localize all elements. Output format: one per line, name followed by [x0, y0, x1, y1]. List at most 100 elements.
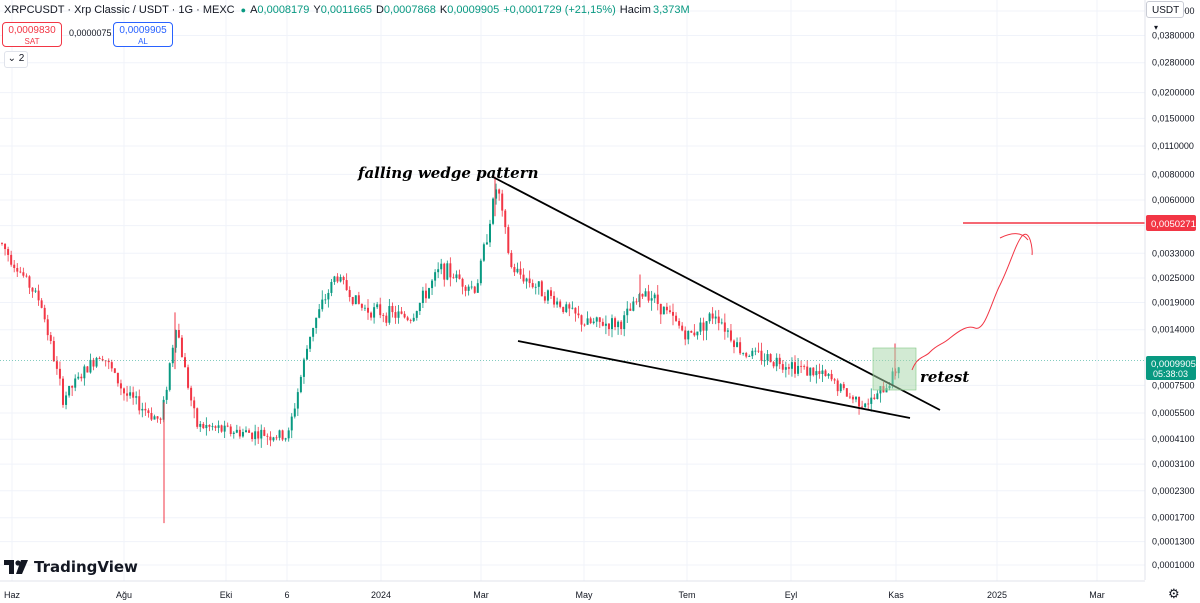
sell-button[interactable]: 0,0009830 SAT [2, 22, 62, 47]
candle-body [177, 330, 180, 338]
last-price-label: 0,0009905 [1151, 359, 1196, 370]
candle-body [28, 276, 31, 288]
candle-body [556, 301, 559, 305]
candle-body [595, 317, 598, 322]
candle-body [659, 303, 662, 315]
candle-body [339, 276, 342, 282]
candle-body [315, 317, 318, 328]
tradingview-icon [4, 560, 28, 574]
candle-body [592, 321, 595, 324]
candle-body [348, 290, 351, 298]
x-tick-label: May [575, 590, 593, 600]
wedge-lower-line[interactable] [517, 340, 911, 419]
candle-body [7, 249, 10, 255]
candle-body [519, 268, 522, 275]
candle-body [135, 396, 138, 398]
candle-body [223, 425, 226, 432]
candle-body [848, 396, 851, 398]
candle-body [199, 423, 202, 427]
candle-body [360, 303, 363, 308]
wedge-annotation[interactable]: falling wedge pattern [357, 164, 539, 182]
candle-body [312, 327, 315, 337]
candle-body [760, 350, 763, 361]
candle-body [498, 189, 501, 194]
candle-body [501, 193, 504, 211]
candle-body [13, 264, 16, 269]
candle-body [473, 286, 476, 293]
indicator-count: 2 [18, 53, 25, 64]
candle-body [31, 287, 34, 292]
candle-body [864, 403, 867, 408]
x-tick-label: Tem [678, 590, 695, 600]
candle-body [260, 429, 263, 439]
candle-body [858, 396, 861, 407]
candle-body [254, 431, 257, 440]
candle-body [1, 243, 3, 244]
grid [0, 0, 1145, 581]
candle-body [644, 291, 647, 297]
candle-body [40, 300, 43, 308]
x-tick-label: Eyl [785, 590, 798, 600]
buy-button[interactable]: 0,0009905 AL [113, 22, 173, 47]
x-tick-label: 2024 [371, 590, 391, 600]
retest-annotation[interactable]: retest [920, 368, 969, 386]
candle-body [342, 276, 345, 281]
candle-body [812, 367, 815, 376]
y-tick-label: 0,0005500 [1152, 408, 1195, 418]
candle-body [345, 280, 348, 291]
candle-body [190, 387, 193, 401]
candle-body [110, 362, 113, 369]
y-tick-label: 0,0003100 [1152, 459, 1195, 469]
candle-body [245, 430, 247, 433]
tradingview-logo[interactable]: TradingView [4, 558, 138, 576]
candle-body [330, 281, 333, 293]
candle-body [141, 408, 144, 411]
candle-body [16, 268, 19, 272]
candle-body [138, 396, 141, 411]
candle-body [123, 388, 125, 394]
symbol-title[interactable]: XRPCUSDT · Xrp Classic / USDT · 1G · MEX… [4, 4, 235, 16]
candle-body [25, 275, 28, 277]
candle-body [559, 301, 562, 307]
candle-body [525, 278, 528, 282]
candle-body [861, 406, 864, 408]
candle-body [251, 432, 254, 440]
candle-body [293, 408, 296, 417]
candle-body [614, 318, 617, 328]
currency-label: USDT [1152, 5, 1180, 16]
candle-body [589, 318, 592, 324]
candle-body [65, 395, 68, 405]
candle-body [699, 322, 702, 332]
candle-body [607, 323, 610, 330]
candle-body [168, 363, 171, 390]
currency-select[interactable]: USDT ▾ [1146, 1, 1184, 32]
candle-body [635, 301, 638, 303]
x-tick-label: Mar [473, 590, 489, 600]
close-value: 0,0009905 [447, 4, 500, 16]
candle-body [586, 318, 589, 325]
candle-body [284, 438, 287, 440]
gear-icon[interactable]: ⚙ [1168, 586, 1180, 601]
wedge-upper-line[interactable] [492, 176, 941, 411]
candle-body [583, 324, 586, 326]
candle-body [278, 430, 281, 438]
sell-price: 0,0009830 [8, 25, 56, 36]
candle-body [781, 364, 784, 370]
candle-body [159, 418, 162, 420]
candle-body [550, 290, 552, 296]
projection-curve[interactable] [911, 233, 1033, 371]
candle-body [434, 272, 437, 281]
candle-body [235, 429, 238, 433]
retest-box[interactable] [872, 347, 917, 391]
open-value: 0,0008179 [257, 4, 310, 16]
candle-body [101, 359, 104, 361]
candle-body [638, 294, 641, 302]
candle-body [437, 269, 440, 273]
candle-body [95, 357, 98, 367]
candle-body [479, 260, 482, 284]
indicators-toggle[interactable]: ⌄ 2 [4, 51, 28, 68]
y-tick-label: 0,0001000 [1152, 560, 1195, 570]
y-tick-label: 0,0200000 [1152, 88, 1195, 98]
candle-body [257, 431, 260, 439]
